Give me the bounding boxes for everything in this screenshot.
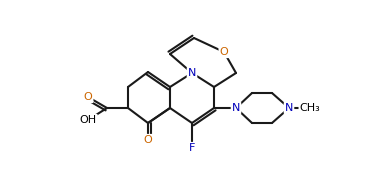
- Text: O: O: [144, 135, 152, 145]
- Text: O: O: [220, 47, 228, 57]
- Text: N: N: [188, 68, 196, 78]
- Text: N: N: [232, 103, 240, 113]
- Text: F: F: [189, 143, 195, 153]
- Text: N: N: [285, 103, 293, 113]
- Text: CH₃: CH₃: [299, 103, 320, 113]
- Text: OH: OH: [79, 115, 97, 125]
- Text: O: O: [84, 92, 92, 102]
